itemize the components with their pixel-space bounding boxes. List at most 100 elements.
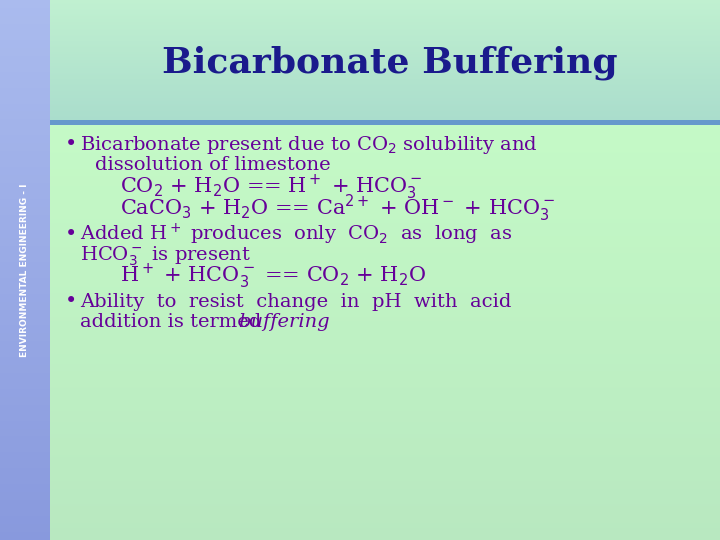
Bar xyxy=(50,34,720,35)
Bar xyxy=(50,2,720,3)
Bar xyxy=(0,486,50,487)
Bar xyxy=(50,319,720,320)
Bar xyxy=(0,182,50,183)
Bar xyxy=(50,98,720,99)
Bar xyxy=(50,103,720,104)
Bar xyxy=(0,251,50,252)
Bar xyxy=(50,168,720,169)
Bar xyxy=(50,513,720,514)
Bar xyxy=(50,204,720,205)
Bar xyxy=(50,159,720,160)
Bar xyxy=(0,155,50,156)
Bar xyxy=(0,272,50,273)
Bar xyxy=(50,419,720,420)
Bar xyxy=(50,466,720,467)
Bar xyxy=(50,458,720,459)
Bar xyxy=(50,299,720,300)
Bar xyxy=(0,98,50,99)
Bar xyxy=(50,430,720,431)
Bar xyxy=(50,386,720,387)
Bar xyxy=(0,230,50,231)
Bar xyxy=(50,7,720,8)
Bar xyxy=(50,357,720,358)
Bar xyxy=(50,56,720,57)
Bar xyxy=(0,340,50,341)
Bar xyxy=(50,82,720,83)
Bar xyxy=(50,252,720,253)
Bar xyxy=(50,477,720,478)
Bar xyxy=(50,223,720,224)
Bar xyxy=(50,212,720,213)
Bar xyxy=(50,359,720,360)
Bar xyxy=(0,38,50,39)
Bar xyxy=(0,170,50,171)
Bar xyxy=(0,7,50,8)
Bar xyxy=(50,59,720,60)
Bar xyxy=(50,41,720,42)
Bar xyxy=(50,331,720,332)
Bar xyxy=(50,488,720,489)
Bar xyxy=(0,515,50,516)
Bar xyxy=(50,143,720,144)
Bar xyxy=(50,199,720,200)
Bar xyxy=(50,6,720,7)
Bar xyxy=(50,112,720,113)
Bar xyxy=(50,526,720,527)
Bar xyxy=(0,516,50,517)
Bar xyxy=(0,258,50,259)
Bar xyxy=(50,10,720,11)
Bar xyxy=(50,514,720,515)
Bar xyxy=(50,387,720,388)
Bar xyxy=(50,493,720,494)
Bar xyxy=(50,11,720,12)
Bar xyxy=(50,473,720,474)
Bar xyxy=(50,409,720,410)
Bar xyxy=(50,112,720,113)
Bar xyxy=(0,302,50,303)
Bar xyxy=(50,189,720,190)
Bar xyxy=(50,318,720,319)
Bar xyxy=(50,49,720,50)
Bar xyxy=(50,215,720,216)
Bar xyxy=(0,304,50,305)
Bar xyxy=(0,279,50,280)
Bar xyxy=(50,117,720,118)
Bar xyxy=(50,56,720,57)
Bar xyxy=(50,152,720,153)
Bar xyxy=(0,499,50,500)
Bar xyxy=(50,116,720,117)
Bar xyxy=(50,301,720,302)
Bar xyxy=(50,167,720,168)
Bar xyxy=(50,176,720,177)
Bar xyxy=(50,171,720,172)
Bar xyxy=(0,356,50,357)
Bar xyxy=(50,30,720,31)
Bar xyxy=(0,521,50,522)
Bar xyxy=(0,506,50,507)
Bar xyxy=(50,244,720,245)
Bar xyxy=(50,343,720,344)
Bar xyxy=(0,80,50,81)
Bar xyxy=(50,390,720,391)
Bar xyxy=(0,323,50,324)
Bar xyxy=(0,432,50,433)
Bar xyxy=(0,204,50,205)
Bar xyxy=(50,87,720,88)
Bar xyxy=(50,169,720,170)
Bar xyxy=(0,241,50,242)
Bar xyxy=(50,29,720,30)
Bar xyxy=(0,446,50,447)
Bar xyxy=(50,294,720,295)
Bar xyxy=(50,202,720,203)
Bar xyxy=(0,103,50,104)
Bar xyxy=(0,55,50,56)
Bar xyxy=(0,379,50,380)
Bar xyxy=(50,16,720,17)
Bar xyxy=(50,528,720,529)
Bar xyxy=(50,58,720,59)
Bar xyxy=(0,292,50,293)
Bar xyxy=(0,84,50,85)
Bar xyxy=(50,151,720,152)
Bar xyxy=(0,402,50,403)
Bar xyxy=(0,225,50,226)
